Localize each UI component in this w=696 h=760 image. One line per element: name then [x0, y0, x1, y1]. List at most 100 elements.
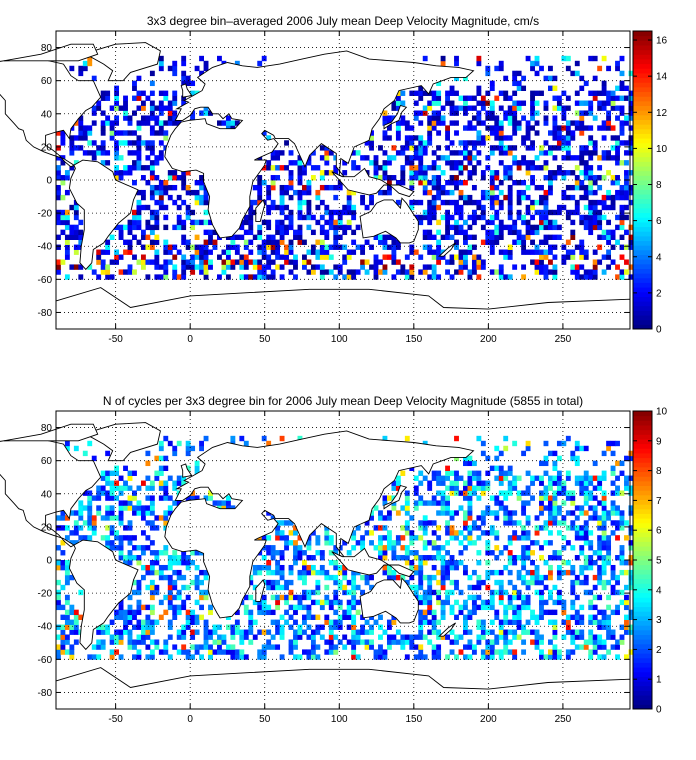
heatmap-cell: [310, 150, 316, 156]
heatmap-cell: [512, 125, 518, 131]
heatmap-cell: [378, 259, 383, 265]
heatmap-cell: [610, 105, 616, 111]
heatmap-cell: [539, 269, 544, 275]
heatmap-cell: [556, 455, 562, 462]
colorbar-swatch: [633, 494, 652, 500]
heatmap-cell: [476, 55, 482, 62]
heatmap-cell: [302, 214, 307, 221]
heatmap-cell: [167, 110, 173, 116]
heatmap-cell: [136, 579, 142, 586]
heatmap-cell: [583, 150, 589, 156]
heatmap-cell: [346, 219, 352, 226]
heatmap-cell: [579, 644, 585, 650]
heatmap-cell: [140, 254, 146, 260]
heatmap-cell: [185, 614, 191, 620]
heatmap-cell: [136, 639, 142, 645]
heatmap-cell: [114, 515, 120, 521]
heatmap-cell: [480, 170, 486, 176]
heatmap-cell: [288, 589, 294, 596]
heatmap-cell: [463, 110, 468, 116]
heatmap-cell: [610, 465, 616, 471]
colorbar-swatch: [633, 699, 652, 705]
heatmap-cell: [449, 485, 455, 491]
heatmap-cell: [480, 634, 486, 640]
heatmap-cell: [293, 594, 298, 601]
heatmap-cell: [221, 264, 227, 270]
heatmap-cell: [257, 60, 263, 67]
heatmap-cell: [561, 569, 567, 576]
heatmap-cell: [373, 649, 379, 655]
heatmap-cell: [297, 189, 303, 196]
heatmap-cell: [597, 480, 603, 486]
heatmap-cell: [422, 180, 428, 186]
heatmap-cell: [382, 564, 388, 571]
heatmap-cell: [467, 515, 473, 521]
heatmap-cell: [118, 520, 124, 526]
heatmap-cell: [507, 535, 513, 541]
colorbar-swatch: [633, 63, 652, 69]
heatmap-cell: [123, 130, 128, 136]
heatmap-cell: [521, 525, 527, 531]
heatmap-cell: [579, 525, 585, 531]
heatmap-cell: [328, 619, 334, 625]
heatmap-cell: [284, 545, 289, 551]
heatmap-cell: [248, 624, 254, 630]
colorbar-swatch: [633, 597, 652, 603]
heatmap-cell: [498, 269, 504, 275]
heatmap-cell: [588, 505, 594, 511]
heatmap-cell: [512, 219, 518, 226]
heatmap-cell: [87, 150, 93, 156]
heatmap-cell: [328, 624, 334, 630]
heatmap-cell: [498, 654, 504, 660]
heatmap-cell: [132, 209, 137, 216]
heatmap-cell: [552, 584, 558, 591]
heatmap-cell: [203, 634, 209, 640]
heatmap-cell: [454, 435, 459, 442]
heatmap-cell: [145, 505, 151, 511]
heatmap-cell: [534, 475, 540, 481]
heatmap-cell: [422, 560, 428, 566]
heatmap-cell: [539, 555, 544, 561]
heatmap-cell: [400, 100, 406, 106]
heatmap-cell: [525, 579, 531, 586]
heatmap-cell: [507, 510, 513, 516]
heatmap-cell: [154, 199, 160, 206]
heatmap-cell: [539, 65, 544, 72]
heatmap-cell: [592, 204, 598, 211]
heatmap-cell: [270, 515, 276, 521]
heatmap-cell: [243, 629, 249, 635]
heatmap-cell: [56, 649, 61, 655]
heatmap-cell: [512, 634, 518, 640]
heatmap-cell: [431, 165, 437, 171]
heatmap-cell: [427, 140, 433, 146]
heatmap-cell: [624, 194, 629, 201]
heatmap-cell: [69, 65, 75, 72]
heatmap-cell: [91, 155, 97, 161]
heatmap-cell: [507, 490, 513, 496]
heatmap-cell: [534, 90, 540, 96]
heatmap-cell: [579, 75, 585, 82]
heatmap-cell: [127, 500, 133, 506]
heatmap-cell: [489, 649, 495, 655]
heatmap-cell: [579, 564, 585, 571]
heatmap-cell: [56, 130, 61, 136]
heatmap-cell: [507, 465, 513, 471]
heatmap-cell: [628, 540, 634, 546]
heatmap-cell: [60, 564, 66, 571]
heatmap-cell: [543, 485, 549, 491]
heatmap-cell: [248, 209, 254, 216]
heatmap-cell: [525, 569, 531, 576]
heatmap-cell: [606, 120, 612, 126]
heatmap-cell: [185, 594, 191, 601]
colorbar-swatch: [633, 198, 652, 204]
heatmap-cell: [91, 269, 97, 275]
heatmap-cell: [319, 599, 325, 606]
heatmap-cell: [369, 624, 374, 630]
heatmap-cell: [440, 609, 446, 616]
heatmap-cell: [507, 520, 513, 526]
heatmap-cell: [512, 70, 518, 77]
heatmap-cell: [306, 594, 312, 601]
heatmap-cell: [257, 564, 263, 571]
heatmap-cell: [333, 224, 339, 231]
heatmap-cell: [230, 125, 236, 131]
